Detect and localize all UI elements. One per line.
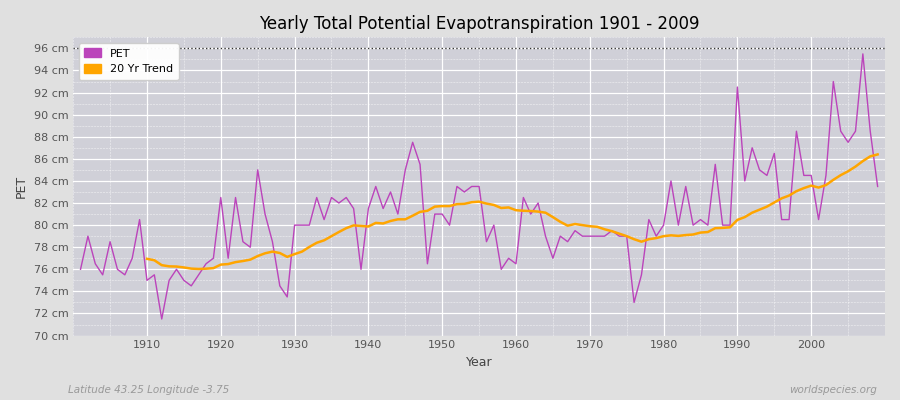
20 Yr Trend xyxy=(194,266,204,271)
PET xyxy=(872,184,883,189)
Title: Yearly Total Potential Evapotranspiration 1901 - 2009: Yearly Total Potential Evapotranspiratio… xyxy=(259,15,699,33)
PET xyxy=(157,317,167,322)
Line: 20 Yr Trend: 20 Yr Trend xyxy=(147,154,878,269)
PET xyxy=(510,261,521,266)
Line: PET: PET xyxy=(80,54,878,319)
20 Yr Trend xyxy=(872,152,883,157)
PET xyxy=(858,52,868,56)
20 Yr Trend xyxy=(289,252,300,256)
20 Yr Trend xyxy=(526,209,536,214)
20 Yr Trend xyxy=(141,256,152,261)
20 Yr Trend xyxy=(319,238,329,243)
Legend: PET, 20 Yr Trend: PET, 20 Yr Trend xyxy=(78,43,178,80)
20 Yr Trend xyxy=(842,169,853,174)
PET xyxy=(518,195,529,200)
X-axis label: Year: Year xyxy=(466,356,492,369)
PET xyxy=(75,267,86,272)
PET xyxy=(304,223,315,228)
Text: worldspecies.org: worldspecies.org xyxy=(789,385,877,395)
20 Yr Trend xyxy=(821,183,832,188)
Y-axis label: PET: PET xyxy=(15,175,28,198)
Text: Latitude 43.25 Longitude -3.75: Latitude 43.25 Longitude -3.75 xyxy=(68,385,229,395)
PET xyxy=(134,217,145,222)
20 Yr Trend xyxy=(584,224,595,229)
PET xyxy=(607,228,617,233)
PET xyxy=(348,206,359,211)
